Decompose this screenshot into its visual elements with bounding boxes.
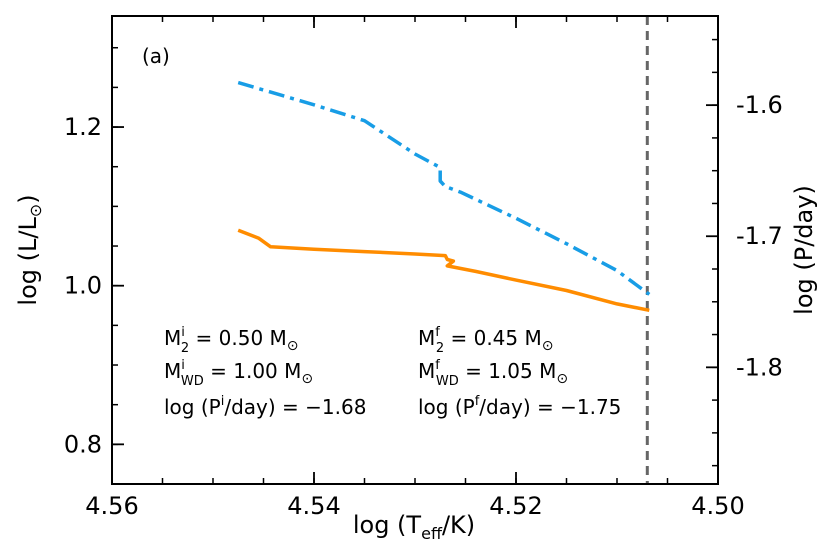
ticks-layer: 4.56 4.54 4.52 4.50 0.8 1.0 1.2 -1.6 -1.7 -1.8 — [64, 16, 783, 520]
annotations-layer: Mi 2 = 0.50 M⊙Mi WD = 1.00 M⊙ log (Pi/day) … — [164, 325, 621, 419]
y-right-tick-label: -1.8 — [736, 353, 783, 381]
y-right-tick-label: -1.7 — [736, 222, 783, 250]
y-left-tick-label: 0.8 — [64, 430, 102, 458]
x-tick-label: 4.50 — [691, 492, 744, 520]
series-layer — [237, 16, 651, 484]
annotation-final: Mf WD = 1.05 M⊙ — [418, 358, 568, 389]
annotation-initial: log (Pi/day) = −1.68 — [164, 394, 366, 419]
y-left-tick-label: 1.2 — [64, 113, 102, 141]
annotation-initial: Mi 2 = 0.50 M⊙ — [164, 325, 299, 356]
x-tick-label: 4.56 — [85, 492, 138, 520]
x-tick-label: 4.52 — [489, 492, 542, 520]
annotation-initial: Mi WD = 1.00 M⊙ — [164, 358, 313, 389]
annotation-final: log (Pf/day) = −1.75 — [418, 394, 621, 419]
panel-label: (a) — [142, 44, 170, 68]
y-axis-right-label: log (P/day) — [790, 185, 818, 315]
y-axis-left-label: log (L/L⊙) — [14, 194, 45, 305]
y-left-tick-label: 1.0 — [64, 272, 102, 300]
x-tick-label: 4.54 — [287, 492, 340, 520]
y-right-tick-label: -1.6 — [736, 91, 783, 119]
annotation-final: Mf 2 = 0.45 M⊙ — [418, 325, 553, 356]
series-line-2 — [237, 80, 651, 296]
x-axis-label: log (Teff/K) — [353, 511, 475, 540]
series-line-1 — [237, 228, 650, 313]
